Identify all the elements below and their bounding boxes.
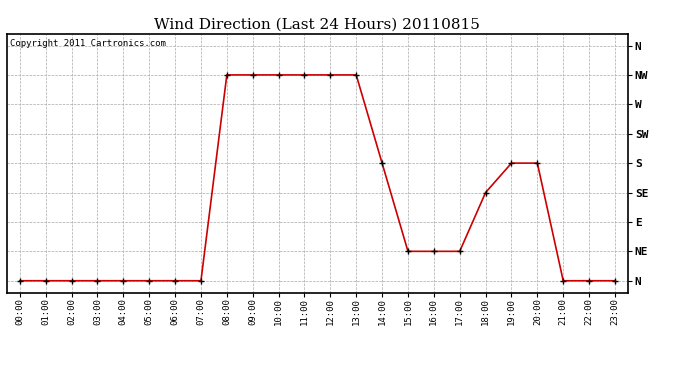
Title: Wind Direction (Last 24 Hours) 20110815: Wind Direction (Last 24 Hours) 20110815 [155, 17, 480, 31]
Text: Copyright 2011 Cartronics.com: Copyright 2011 Cartronics.com [10, 39, 166, 48]
